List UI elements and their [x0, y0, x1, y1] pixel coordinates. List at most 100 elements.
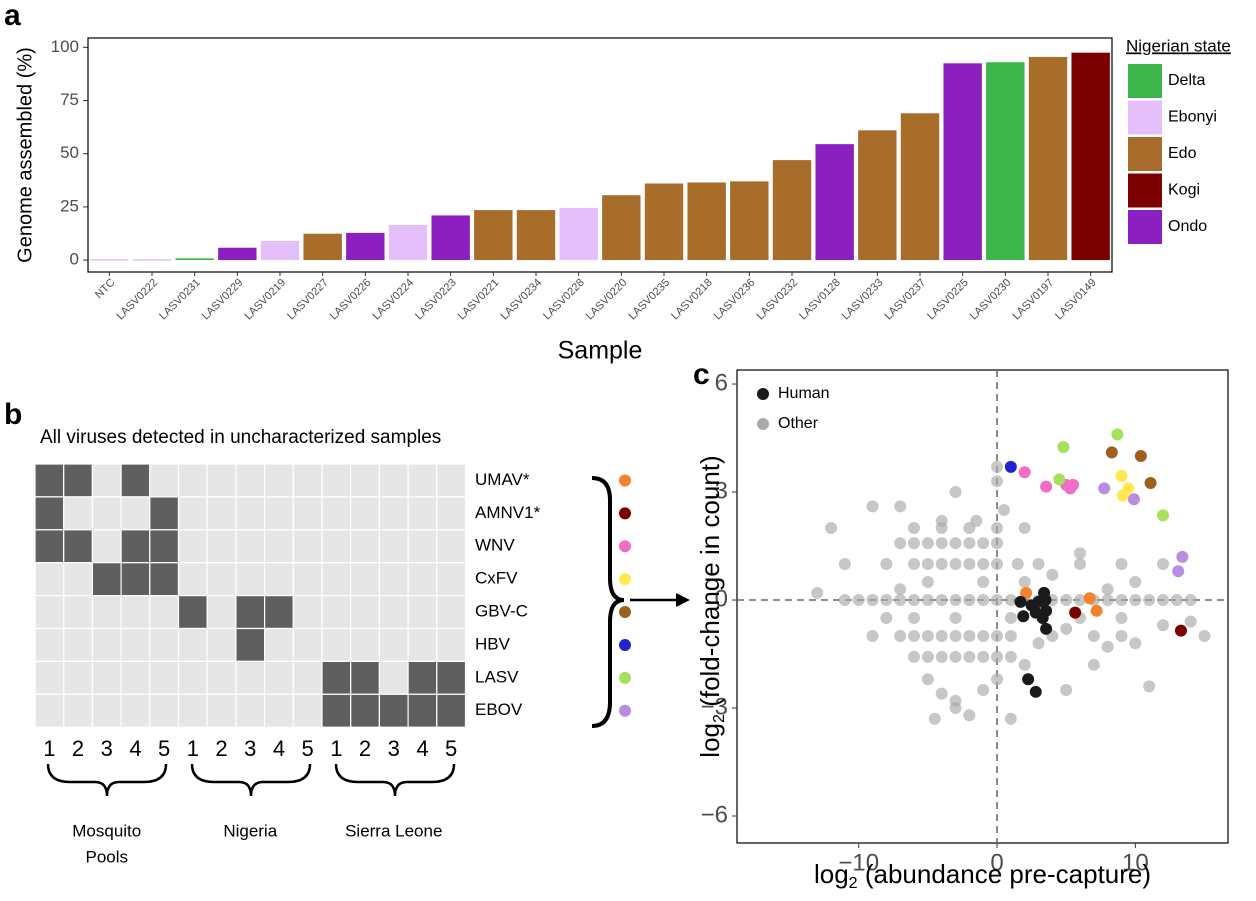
heatmap-cell	[292, 562, 323, 597]
row-label: HBV	[475, 634, 511, 653]
point	[1170, 594, 1183, 607]
heatmap-cell	[321, 627, 352, 663]
heatmap-title: All viruses detected in uncharacterized …	[40, 427, 441, 448]
heatmap-cell	[350, 627, 381, 663]
legend-label: Ebonyi	[1168, 109, 1217, 126]
heatmap-cell	[292, 594, 323, 630]
heatmap-cell	[350, 693, 381, 728]
point	[1074, 594, 1087, 607]
bar	[772, 160, 812, 261]
point	[880, 594, 893, 607]
point	[1105, 446, 1118, 459]
legend-swatch	[1128, 64, 1162, 98]
x-tick-label: 0	[990, 849, 1003, 876]
point	[866, 630, 879, 643]
heatmap-cell	[34, 463, 65, 498]
x-tick-label: LASV0226	[328, 277, 374, 323]
x-tick-label: LASV0229	[200, 277, 246, 323]
heatmap-cell	[436, 496, 467, 531]
point	[935, 537, 948, 550]
heatmap-cell	[149, 660, 180, 695]
heatmap-cell	[149, 627, 180, 663]
x-tick-label: LASV0233	[840, 277, 886, 323]
point	[1060, 594, 1073, 607]
point	[977, 630, 990, 643]
axis-label: log2 (abundance pre-capture)	[814, 859, 1151, 892]
bar	[132, 259, 172, 261]
x-tick-label: LASV0197	[1010, 277, 1056, 323]
heatmap-cell	[120, 463, 151, 498]
point	[1156, 509, 1169, 522]
point	[1156, 558, 1169, 571]
heatmap-cell	[206, 562, 237, 597]
point	[1074, 547, 1087, 560]
group-label: Pools	[85, 847, 128, 866]
heatmap-cell	[436, 594, 467, 630]
point	[1122, 482, 1135, 495]
point	[894, 537, 907, 550]
column-label: 3	[101, 736, 113, 761]
point	[1032, 637, 1045, 650]
x-tick-label: LASV0237	[882, 277, 928, 323]
row-color-dot	[619, 671, 631, 684]
heatmap-cell	[436, 693, 467, 728]
heatmap-cell	[63, 496, 94, 531]
heatmap-cell	[177, 693, 208, 728]
column-label: 4	[273, 736, 285, 761]
heatmap-cell	[378, 660, 409, 695]
heatmap-cell	[350, 496, 381, 531]
point	[1004, 612, 1017, 625]
x-tick-label: LASV0236	[712, 277, 758, 323]
point	[1129, 637, 1142, 650]
heatmap-cell	[120, 496, 151, 531]
row-color-dot	[619, 474, 631, 487]
point	[1053, 473, 1066, 486]
point	[977, 684, 990, 697]
legend-swatch	[1128, 210, 1162, 244]
point	[1039, 594, 1052, 607]
point	[977, 576, 990, 589]
point	[1018, 658, 1031, 671]
heatmap-cell	[407, 463, 438, 498]
heatmap-cell	[321, 463, 352, 498]
heatmap-cell	[264, 463, 294, 498]
heatmap-cell	[235, 594, 266, 630]
heatmap-cell	[63, 463, 94, 498]
axis-label-part: log	[695, 723, 725, 758]
bar	[559, 207, 598, 261]
column-label: 1	[330, 736, 342, 761]
point	[935, 558, 948, 571]
heatmap-cell	[206, 594, 237, 630]
heatmap-cell	[177, 660, 208, 695]
point	[1115, 630, 1128, 643]
column-label: 1	[43, 736, 55, 761]
heatmap-cell	[34, 562, 65, 597]
group-label: Sierra Leone	[345, 821, 442, 840]
point	[1129, 576, 1142, 589]
point	[921, 630, 934, 643]
point	[908, 612, 921, 625]
heatmap-cell	[350, 660, 381, 695]
heatmap-cell	[350, 562, 381, 597]
point	[1143, 594, 1156, 607]
legend-label: Delta	[1168, 72, 1205, 89]
bar	[815, 144, 854, 261]
legend-title: Nigerian state	[1126, 36, 1231, 55]
column-label: 4	[416, 736, 428, 761]
legend-label: Kogi	[1168, 182, 1200, 199]
heatmap-cell	[91, 562, 122, 597]
point	[1017, 610, 1030, 623]
heatmap-cell	[177, 463, 208, 498]
heatmap-cell	[120, 627, 151, 663]
y-tick-label: 0	[715, 585, 728, 612]
point	[1174, 624, 1187, 637]
bar	[175, 258, 214, 261]
bar	[1028, 56, 1068, 261]
heatmap-cell	[149, 693, 180, 728]
column-label: 2	[72, 736, 84, 761]
row-label: AMNV1*	[475, 503, 541, 522]
heatmap-cell	[264, 627, 294, 663]
row-color-dot	[619, 507, 631, 520]
point	[963, 594, 976, 607]
point	[1022, 673, 1035, 686]
